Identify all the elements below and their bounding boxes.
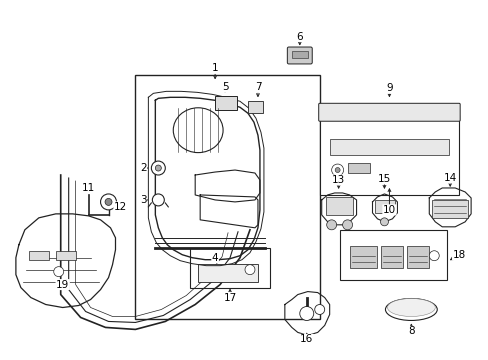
Text: 13: 13 — [331, 175, 345, 185]
Text: 12: 12 — [114, 202, 127, 212]
Ellipse shape — [386, 298, 434, 316]
Bar — [135, 75, 319, 319]
Bar — [339, 230, 447, 280]
Bar — [215, 96, 237, 110]
Bar — [347, 163, 369, 173]
Text: 2: 2 — [140, 163, 146, 173]
Bar — [349, 246, 377, 268]
Bar — [198, 264, 258, 282]
FancyBboxPatch shape — [318, 103, 459, 121]
Circle shape — [334, 167, 340, 172]
Bar — [407, 246, 428, 268]
Text: 6: 6 — [296, 32, 303, 41]
Circle shape — [155, 165, 161, 171]
Circle shape — [299, 306, 313, 320]
Text: 18: 18 — [451, 250, 465, 260]
Text: 10: 10 — [382, 205, 395, 215]
Circle shape — [54, 267, 63, 276]
Text: 16: 16 — [300, 334, 313, 345]
Text: 3: 3 — [140, 195, 146, 205]
Ellipse shape — [385, 298, 436, 320]
Bar — [381, 246, 403, 268]
Text: 1: 1 — [211, 63, 218, 73]
FancyBboxPatch shape — [287, 47, 312, 64]
Bar — [431, 200, 467, 218]
Text: 11: 11 — [82, 183, 95, 193]
Circle shape — [342, 220, 352, 230]
Bar — [319, 115, 458, 195]
Bar — [247, 101, 263, 113]
Bar — [29, 251, 49, 260]
Text: 17: 17 — [223, 293, 236, 302]
Bar — [190, 248, 269, 288]
Circle shape — [380, 218, 387, 226]
Circle shape — [331, 164, 343, 176]
Bar — [325, 197, 352, 215]
Bar — [291, 50, 307, 58]
Text: 4: 4 — [211, 253, 218, 263]
Text: 5: 5 — [222, 82, 228, 93]
Circle shape — [105, 198, 112, 206]
Text: 14: 14 — [443, 173, 456, 183]
Circle shape — [151, 161, 165, 175]
Text: 8: 8 — [407, 327, 414, 336]
Text: 15: 15 — [377, 174, 390, 184]
Circle shape — [101, 194, 116, 210]
Ellipse shape — [173, 108, 223, 153]
Text: 7: 7 — [254, 82, 261, 93]
Text: 19: 19 — [56, 280, 69, 289]
Circle shape — [244, 265, 254, 275]
Bar — [375, 200, 395, 213]
Text: 9: 9 — [386, 84, 392, 93]
Bar — [56, 251, 76, 260]
Circle shape — [152, 194, 164, 206]
Circle shape — [428, 251, 438, 261]
Circle shape — [326, 220, 336, 230]
Circle shape — [314, 305, 324, 315]
Bar — [329, 139, 448, 155]
